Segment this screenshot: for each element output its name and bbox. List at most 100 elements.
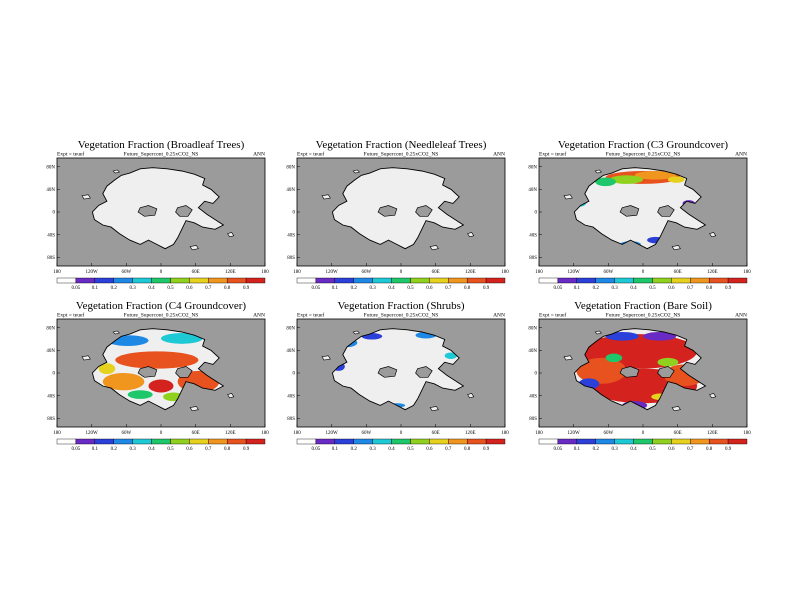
panel-title: Vegetation Fraction (C3 Groundcover) (558, 139, 728, 151)
colorbar-segment (410, 277, 430, 284)
y-tick-label: 40S (287, 233, 295, 238)
colorbar-segment (410, 438, 430, 445)
x-tick-label: 180 (535, 431, 543, 436)
island (563, 355, 573, 361)
colorbar-label: 0.5 (407, 286, 414, 291)
x-tick-label: 180 (53, 431, 61, 436)
y-tick-label: 0 (535, 372, 538, 377)
y-tick-label: 80N (46, 326, 55, 331)
x-tick-label: 180 (501, 431, 509, 436)
y-tick-label: 40N (286, 349, 295, 354)
colorbar-segment (208, 277, 228, 284)
colorbar-segment (595, 438, 615, 445)
island (227, 232, 235, 238)
island (321, 194, 331, 200)
y-tick-label: 80N (286, 326, 295, 331)
colorbar-label: 0.3 (370, 286, 377, 291)
colorbar-label: 0.9 (243, 286, 250, 291)
x-tick-label: 120E (707, 431, 718, 436)
fraction-cell (102, 373, 145, 391)
x-tick-label: 60W (361, 270, 371, 275)
run-label: Future_Supercont_0.25xCO2_NS (364, 152, 439, 158)
fraction-cell (98, 363, 116, 375)
colorbar-segment (113, 438, 133, 445)
inland-sea (175, 366, 193, 378)
island (352, 330, 360, 335)
vegetation-panel: Vegetation Fraction (Bare Soil) Expt = te… (528, 300, 751, 452)
island (594, 330, 602, 335)
colorbar-segment (353, 277, 373, 284)
colorbar-segment (94, 277, 114, 284)
colorbar-label: 0.7 (687, 286, 694, 291)
coastline (331, 328, 465, 411)
expt-label: Expt = teuef (539, 151, 566, 158)
x-tick-label: 60W (121, 270, 131, 275)
fraction-cell (643, 331, 677, 341)
panel-title: Vegetation Fraction (C4 Groundcover) (76, 300, 246, 312)
colorbar-label: 0.3 (130, 286, 137, 291)
colorbar-segment (429, 277, 449, 284)
x-tick-label: 120E (465, 270, 476, 275)
x-tick-label: 120E (465, 431, 476, 436)
x-tick-label: 60W (603, 270, 613, 275)
colorbar-label: 0.5 (407, 447, 414, 452)
colorbar-segment (538, 277, 559, 284)
land-area (574, 167, 706, 249)
y-tick-label: 40N (528, 188, 537, 193)
run-label: Future_Supercont_0.25xCO2_NS (364, 313, 439, 319)
colorbar-label: 0.5 (167, 286, 174, 291)
inland-sea (657, 205, 675, 217)
colorbar-segment (75, 277, 96, 284)
inland-sea (377, 205, 398, 217)
colorbar-segment (485, 438, 506, 445)
colorbar-segment (296, 277, 317, 284)
x-tick-label: 60E (674, 431, 682, 436)
colorbar-label: 0.5 (649, 447, 656, 452)
island (352, 169, 360, 174)
colorbar-segment (485, 277, 506, 284)
colorbar-segment (633, 438, 653, 445)
colorbar-segment (245, 277, 266, 284)
colorbar-label: 0.7 (445, 447, 452, 452)
vegetation-panel: Vegetation Fraction (Shrubs) Expt = teuef… (286, 300, 509, 452)
inland-sea (415, 205, 433, 217)
island (189, 406, 199, 412)
fraction-cell (634, 170, 677, 180)
x-tick-label: 120W (86, 431, 99, 436)
x-tick-label: 0 (160, 270, 163, 275)
colorbar-segment (429, 438, 449, 445)
colorbar-label: 0.1 (574, 286, 581, 291)
colorbar-segment (372, 277, 392, 284)
inland-sea (175, 205, 193, 217)
colorbar-label: 0.05 (72, 286, 81, 291)
colorbar-label: 0.2 (351, 286, 358, 291)
panel-title: Vegetation Fraction (Shrubs) (337, 300, 464, 312)
colorbar-label: 0.9 (725, 286, 732, 291)
colorbar-label: 0.5 (649, 286, 656, 291)
y-tick-label: 0 (293, 372, 296, 377)
x-tick-label: 120W (86, 270, 99, 275)
colorbar-label: 0.9 (725, 447, 732, 452)
y-tick-label: 80S (287, 417, 295, 422)
colorbar-segment (614, 277, 634, 284)
inland-sea (137, 205, 158, 217)
colorbar-label: 0.2 (111, 286, 118, 291)
run-label: Future_Supercont_0.25xCO2_NS (124, 152, 199, 158)
coastline (573, 328, 707, 411)
colorbar-segment (727, 438, 748, 445)
panel-title: Vegetation Fraction (Bare Soil) (574, 300, 712, 312)
y-tick-label: 80N (286, 165, 295, 170)
colorbar-label: 0.9 (243, 447, 250, 452)
fraction-cell (657, 357, 679, 367)
colorbar-label: 0.6 (186, 447, 193, 452)
fraction-cell (595, 177, 616, 187)
panel-title: Vegetation Fraction (Needleleaf Trees) (316, 139, 487, 151)
fraction-cell (115, 351, 199, 369)
x-tick-label: 0 (642, 431, 645, 436)
panel-grid: Vegetation Fraction (Broadleaf Trees)Exp… (46, 139, 751, 452)
colorbar-label: 0.3 (130, 447, 137, 452)
x-tick-label: 60E (432, 270, 440, 275)
y-tick-label: 80S (529, 256, 537, 261)
x-tick-label: 180 (743, 431, 751, 436)
